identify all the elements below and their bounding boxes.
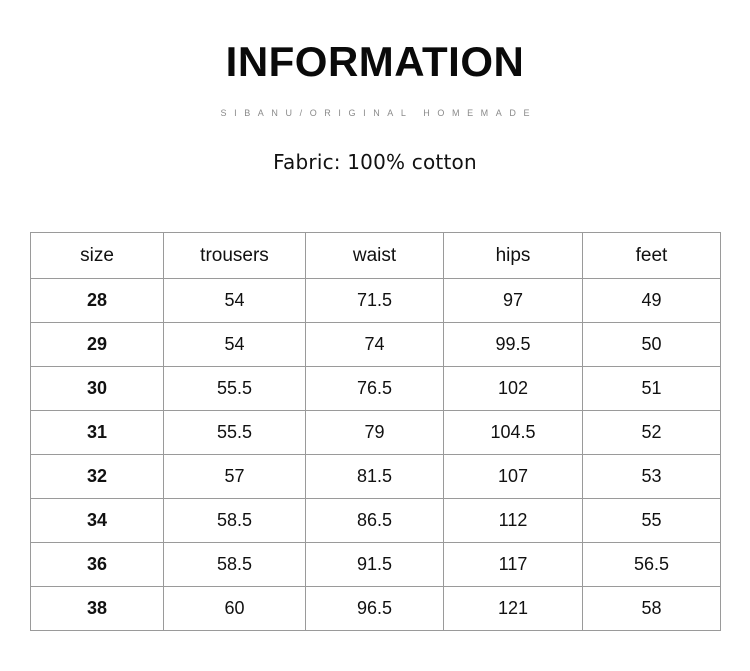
cell-trousers: 54 <box>163 322 306 367</box>
cell-size: 28 <box>30 278 164 323</box>
column-header-trousers: trousers <box>163 232 306 279</box>
cell-waist: 91.5 <box>305 542 444 587</box>
table-header-row: size trousers waist hips feet <box>30 232 721 279</box>
column-header-hips: hips <box>443 232 583 279</box>
cell-hips: 121 <box>443 586 583 631</box>
cell-feet: 51 <box>582 366 721 411</box>
cell-feet: 50 <box>582 322 721 367</box>
cell-hips: 117 <box>443 542 583 587</box>
cell-hips: 104.5 <box>443 410 583 455</box>
cell-size: 38 <box>30 586 164 631</box>
cell-trousers: 58.5 <box>163 542 306 587</box>
table-body: 28 54 71.5 97 49 29 54 74 99.5 50 30 55.… <box>30 278 721 631</box>
cell-hips: 112 <box>443 498 583 543</box>
cell-trousers: 57 <box>163 454 306 499</box>
cell-size: 36 <box>30 542 164 587</box>
column-header-feet: feet <box>582 232 721 279</box>
page-title: INFORMATION <box>225 38 525 85</box>
fabric-composition-text: Fabric: 100% cotton <box>273 150 477 175</box>
cell-trousers: 55.5 <box>163 410 306 455</box>
cell-waist: 96.5 <box>305 586 444 631</box>
cell-feet: 52 <box>582 410 721 455</box>
size-chart-table: size trousers waist hips feet 28 54 71.5… <box>30 232 721 631</box>
cell-waist: 74 <box>305 322 444 367</box>
cell-size: 29 <box>30 322 164 367</box>
cell-trousers: 54 <box>163 278 306 323</box>
table-row: 28 54 71.5 97 49 <box>30 278 721 323</box>
cell-feet: 49 <box>582 278 721 323</box>
cell-waist: 81.5 <box>305 454 444 499</box>
cell-feet: 58 <box>582 586 721 631</box>
table-row: 36 58.5 91.5 117 56.5 <box>30 542 721 587</box>
table-row: 34 58.5 86.5 112 55 <box>30 498 721 543</box>
cell-hips: 99.5 <box>443 322 583 367</box>
cell-size: 32 <box>30 454 164 499</box>
column-header-size: size <box>30 232 164 279</box>
cell-hips: 102 <box>443 366 583 411</box>
brand-subtitle: SIBANU/ORIGINAL HOMEMADE <box>220 108 538 119</box>
cell-feet: 56.5 <box>582 542 721 587</box>
cell-trousers: 60 <box>163 586 306 631</box>
size-chart-container: size trousers waist hips feet 28 54 71.5… <box>30 232 721 631</box>
cell-hips: 97 <box>443 278 583 323</box>
cell-feet: 53 <box>582 454 721 499</box>
table-row: 38 60 96.5 121 58 <box>30 586 721 631</box>
table-header: size trousers waist hips feet <box>30 232 721 279</box>
cell-trousers: 55.5 <box>163 366 306 411</box>
cell-waist: 71.5 <box>305 278 444 323</box>
cell-waist: 76.5 <box>305 366 444 411</box>
cell-size: 30 <box>30 366 164 411</box>
cell-size: 34 <box>30 498 164 543</box>
table-row: 29 54 74 99.5 50 <box>30 322 721 367</box>
column-header-waist: waist <box>305 232 444 279</box>
table-row: 30 55.5 76.5 102 51 <box>30 366 721 411</box>
cell-hips: 107 <box>443 454 583 499</box>
header-block: INFORMATION SIBANU/ORIGINAL HOMEMADE Fab… <box>0 0 750 174</box>
cell-feet: 55 <box>582 498 721 543</box>
cell-size: 31 <box>30 410 164 455</box>
cell-trousers: 58.5 <box>163 498 306 543</box>
table-row: 31 55.5 79 104.5 52 <box>30 410 721 455</box>
cell-waist: 79 <box>305 410 444 455</box>
table-row: 32 57 81.5 107 53 <box>30 454 721 499</box>
cell-waist: 86.5 <box>305 498 444 543</box>
